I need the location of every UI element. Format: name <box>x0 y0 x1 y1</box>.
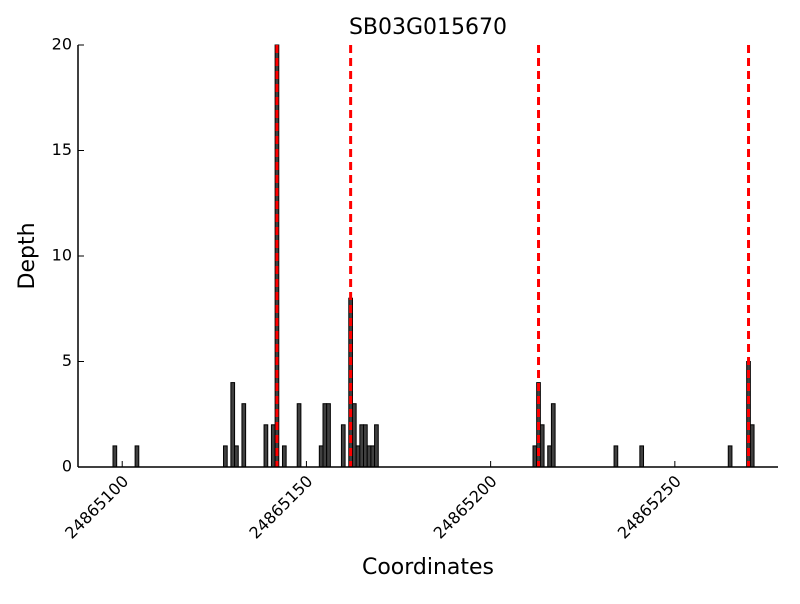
y-tick-label: 20 <box>52 35 72 54</box>
bar <box>727 445 733 468</box>
x-axis-label: Coordinates <box>362 555 494 580</box>
bar <box>366 445 372 468</box>
bar <box>281 445 287 468</box>
bar <box>112 445 118 468</box>
bar <box>263 424 269 468</box>
bar <box>374 424 379 468</box>
bar <box>370 445 376 468</box>
bar <box>223 445 228 468</box>
bar <box>749 424 755 468</box>
bar <box>234 445 239 468</box>
x-tick-label: 24865150 <box>245 472 316 543</box>
x-tick-label: 24865200 <box>430 472 501 543</box>
bar <box>613 445 619 468</box>
chart-title: SB03G015670 <box>349 15 507 40</box>
bar <box>359 424 365 468</box>
x-tick-label: 24865100 <box>61 472 132 543</box>
bar <box>230 382 236 468</box>
bar <box>340 424 346 468</box>
bar <box>322 403 328 468</box>
bar <box>355 445 361 468</box>
y-tick-label: 10 <box>52 246 72 265</box>
bar <box>351 403 357 468</box>
bar <box>296 403 302 468</box>
bar <box>639 445 645 468</box>
y-tick-label: 15 <box>52 140 72 159</box>
bar <box>326 403 331 468</box>
y-axis-label: Depth <box>15 222 40 289</box>
bar <box>532 445 538 468</box>
y-tick-label: 5 <box>62 351 72 370</box>
bar <box>539 424 545 468</box>
bar <box>241 403 247 468</box>
bar <box>270 424 276 468</box>
y-tick-label: 0 <box>62 457 72 476</box>
bar <box>550 403 556 468</box>
bar <box>134 445 140 468</box>
bar <box>363 424 368 468</box>
bar <box>547 445 552 468</box>
x-tick-label: 24865250 <box>614 472 685 543</box>
bar <box>318 445 324 468</box>
